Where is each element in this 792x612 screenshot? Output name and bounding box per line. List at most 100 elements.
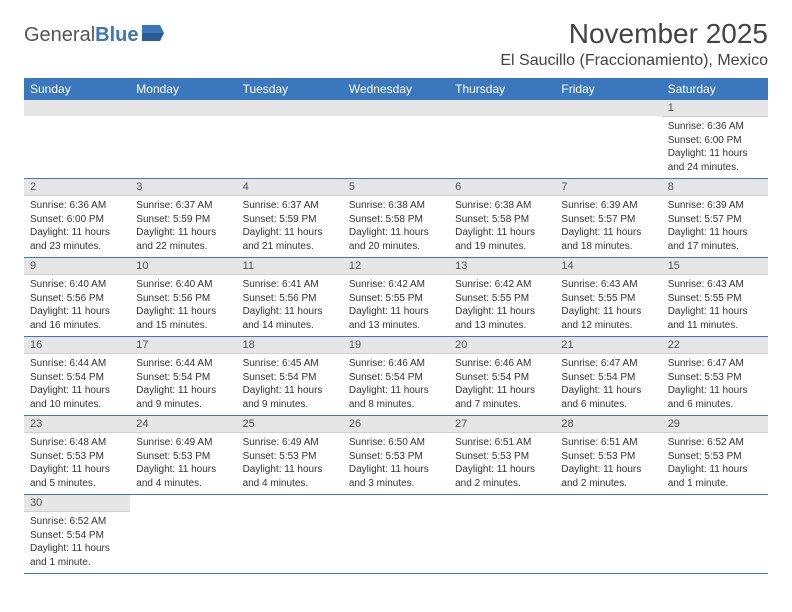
day-body: Sunrise: 6:52 AMSunset: 5:54 PMDaylight:… bbox=[24, 512, 130, 573]
day-body: Sunrise: 6:49 AMSunset: 5:53 PMDaylight:… bbox=[130, 433, 236, 494]
daylight-text: Daylight: 11 hours and 9 minutes. bbox=[243, 384, 337, 411]
sunrise-text: Sunrise: 6:36 AM bbox=[668, 120, 762, 134]
day-body: Sunrise: 6:48 AMSunset: 5:53 PMDaylight:… bbox=[24, 433, 130, 494]
day-cell: 12Sunrise: 6:42 AMSunset: 5:55 PMDayligh… bbox=[343, 258, 449, 337]
sunrise-text: Sunrise: 6:51 AM bbox=[561, 436, 655, 450]
daylight-text: Daylight: 11 hours and 10 minutes. bbox=[30, 384, 124, 411]
empty-cell bbox=[449, 495, 555, 574]
day-body: Sunrise: 6:47 AMSunset: 5:54 PMDaylight:… bbox=[555, 354, 661, 415]
weekday-header: Monday bbox=[130, 78, 236, 100]
sunset-text: Sunset: 5:53 PM bbox=[561, 450, 655, 464]
sunrise-text: Sunrise: 6:46 AM bbox=[349, 357, 443, 371]
weekday-header: Thursday bbox=[449, 78, 555, 100]
daylight-text: Daylight: 11 hours and 4 minutes. bbox=[243, 463, 337, 490]
day-number: 6 bbox=[449, 179, 555, 196]
sunrise-text: Sunrise: 6:50 AM bbox=[349, 436, 443, 450]
day-number: 19 bbox=[343, 337, 449, 354]
day-number: 21 bbox=[555, 337, 661, 354]
day-cell: 13Sunrise: 6:42 AMSunset: 5:55 PMDayligh… bbox=[449, 258, 555, 337]
day-body: Sunrise: 6:44 AMSunset: 5:54 PMDaylight:… bbox=[24, 354, 130, 415]
day-body: Sunrise: 6:50 AMSunset: 5:53 PMDaylight:… bbox=[343, 433, 449, 494]
day-number: 23 bbox=[24, 416, 130, 433]
sunset-text: Sunset: 5:54 PM bbox=[136, 371, 230, 385]
empty-cell bbox=[343, 495, 449, 574]
day-cell: 26Sunrise: 6:50 AMSunset: 5:53 PMDayligh… bbox=[343, 416, 449, 495]
daylight-text: Daylight: 11 hours and 23 minutes. bbox=[30, 226, 124, 253]
calendar-row: 2Sunrise: 6:36 AMSunset: 6:00 PMDaylight… bbox=[24, 179, 768, 258]
daylight-text: Daylight: 11 hours and 20 minutes. bbox=[349, 226, 443, 253]
daylight-text: Daylight: 11 hours and 6 minutes. bbox=[561, 384, 655, 411]
empty-cell bbox=[449, 100, 555, 179]
day-cell: 30Sunrise: 6:52 AMSunset: 5:54 PMDayligh… bbox=[24, 495, 130, 574]
sunset-text: Sunset: 5:54 PM bbox=[243, 371, 337, 385]
day-cell: 9Sunrise: 6:40 AMSunset: 5:56 PMDaylight… bbox=[24, 258, 130, 337]
sunrise-text: Sunrise: 6:52 AM bbox=[668, 436, 762, 450]
sunrise-text: Sunrise: 6:39 AM bbox=[561, 199, 655, 213]
sunset-text: Sunset: 5:59 PM bbox=[243, 213, 337, 227]
day-cell: 6Sunrise: 6:38 AMSunset: 5:58 PMDaylight… bbox=[449, 179, 555, 258]
title-block: November 2025 El Saucillo (Fraccionamien… bbox=[500, 18, 768, 70]
day-cell: 10Sunrise: 6:40 AMSunset: 5:56 PMDayligh… bbox=[130, 258, 236, 337]
daylight-text: Daylight: 11 hours and 1 minute. bbox=[668, 463, 762, 490]
sunrise-text: Sunrise: 6:52 AM bbox=[30, 515, 124, 529]
day-number: 16 bbox=[24, 337, 130, 354]
calendar-table: SundayMondayTuesdayWednesdayThursdayFrid… bbox=[24, 78, 768, 574]
sunrise-text: Sunrise: 6:38 AM bbox=[349, 199, 443, 213]
calendar-row: 16Sunrise: 6:44 AMSunset: 5:54 PMDayligh… bbox=[24, 337, 768, 416]
day-body: Sunrise: 6:40 AMSunset: 5:56 PMDaylight:… bbox=[24, 275, 130, 336]
day-number: 20 bbox=[449, 337, 555, 354]
daylight-text: Daylight: 11 hours and 18 minutes. bbox=[561, 226, 655, 253]
sunset-text: Sunset: 5:56 PM bbox=[136, 292, 230, 306]
day-cell: 2Sunrise: 6:36 AMSunset: 6:00 PMDaylight… bbox=[24, 179, 130, 258]
empty-cell bbox=[555, 495, 661, 574]
sunset-text: Sunset: 5:53 PM bbox=[668, 450, 762, 464]
sunrise-text: Sunrise: 6:43 AM bbox=[668, 278, 762, 292]
sunrise-text: Sunrise: 6:44 AM bbox=[30, 357, 124, 371]
day-number: 11 bbox=[237, 258, 343, 275]
day-number: 22 bbox=[662, 337, 768, 354]
weekday-header: Tuesday bbox=[237, 78, 343, 100]
day-number: 7 bbox=[555, 179, 661, 196]
day-body: Sunrise: 6:45 AMSunset: 5:54 PMDaylight:… bbox=[237, 354, 343, 415]
day-number: 24 bbox=[130, 416, 236, 433]
day-body: Sunrise: 6:46 AMSunset: 5:54 PMDaylight:… bbox=[343, 354, 449, 415]
day-cell: 21Sunrise: 6:47 AMSunset: 5:54 PMDayligh… bbox=[555, 337, 661, 416]
empty-cell bbox=[662, 495, 768, 574]
day-number: 10 bbox=[130, 258, 236, 275]
sunset-text: Sunset: 5:53 PM bbox=[136, 450, 230, 464]
sunset-text: Sunset: 5:57 PM bbox=[668, 213, 762, 227]
sunset-text: Sunset: 5:55 PM bbox=[561, 292, 655, 306]
sunrise-text: Sunrise: 6:37 AM bbox=[136, 199, 230, 213]
sunrise-text: Sunrise: 6:40 AM bbox=[136, 278, 230, 292]
day-cell: 4Sunrise: 6:37 AMSunset: 5:59 PMDaylight… bbox=[237, 179, 343, 258]
month-title: November 2025 bbox=[500, 18, 768, 50]
header: GeneralBlue November 2025 El Saucillo (F… bbox=[24, 18, 768, 70]
sunset-text: Sunset: 5:54 PM bbox=[30, 371, 124, 385]
day-cell: 24Sunrise: 6:49 AMSunset: 5:53 PMDayligh… bbox=[130, 416, 236, 495]
daylight-text: Daylight: 11 hours and 22 minutes. bbox=[136, 226, 230, 253]
day-cell: 19Sunrise: 6:46 AMSunset: 5:54 PMDayligh… bbox=[343, 337, 449, 416]
weekday-row: SundayMondayTuesdayWednesdayThursdayFrid… bbox=[24, 78, 768, 100]
day-body: Sunrise: 6:39 AMSunset: 5:57 PMDaylight:… bbox=[555, 196, 661, 257]
empty-cell bbox=[130, 100, 236, 179]
day-cell: 17Sunrise: 6:44 AMSunset: 5:54 PMDayligh… bbox=[130, 337, 236, 416]
logo: GeneralBlue bbox=[24, 18, 164, 47]
day-cell: 15Sunrise: 6:43 AMSunset: 5:55 PMDayligh… bbox=[662, 258, 768, 337]
daylight-text: Daylight: 11 hours and 16 minutes. bbox=[30, 305, 124, 332]
calendar-row: 9Sunrise: 6:40 AMSunset: 5:56 PMDaylight… bbox=[24, 258, 768, 337]
sunrise-text: Sunrise: 6:38 AM bbox=[455, 199, 549, 213]
sunrise-text: Sunrise: 6:49 AM bbox=[243, 436, 337, 450]
day-cell: 8Sunrise: 6:39 AMSunset: 5:57 PMDaylight… bbox=[662, 179, 768, 258]
sunset-text: Sunset: 6:00 PM bbox=[668, 134, 762, 148]
sunset-text: Sunset: 5:53 PM bbox=[30, 450, 124, 464]
daylight-text: Daylight: 11 hours and 9 minutes. bbox=[136, 384, 230, 411]
sunrise-text: Sunrise: 6:49 AM bbox=[136, 436, 230, 450]
day-body: Sunrise: 6:41 AMSunset: 5:56 PMDaylight:… bbox=[237, 275, 343, 336]
day-cell: 18Sunrise: 6:45 AMSunset: 5:54 PMDayligh… bbox=[237, 337, 343, 416]
day-number: 13 bbox=[449, 258, 555, 275]
sunset-text: Sunset: 5:58 PM bbox=[455, 213, 549, 227]
day-body: Sunrise: 6:37 AMSunset: 5:59 PMDaylight:… bbox=[130, 196, 236, 257]
day-body: Sunrise: 6:38 AMSunset: 5:58 PMDaylight:… bbox=[449, 196, 555, 257]
daylight-text: Daylight: 11 hours and 4 minutes. bbox=[136, 463, 230, 490]
day-body: Sunrise: 6:38 AMSunset: 5:58 PMDaylight:… bbox=[343, 196, 449, 257]
